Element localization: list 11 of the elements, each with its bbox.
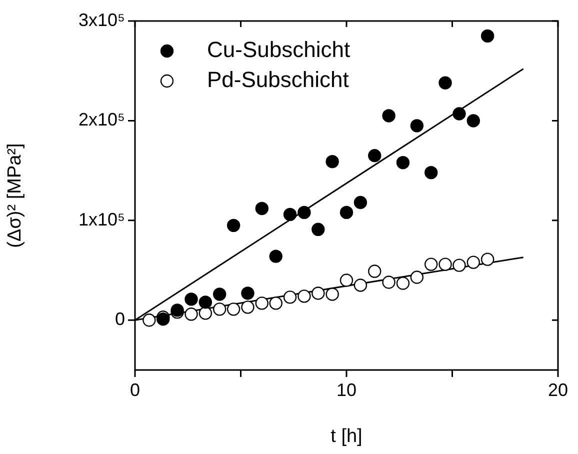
legend-label: Cu-Subschicht [207,37,350,62]
x-tick-label: 20 [548,380,568,400]
y-axis-title: (Δσ)² [MPa²] [4,143,26,248]
y-tick-label: 2x10⁵ [78,110,125,130]
x-tick-label: 0 [130,380,140,400]
y-tick-label: 0 [114,309,125,330]
y-tick-label: 3x10⁵ [78,10,125,30]
x-axis-title: t [h] [330,426,362,447]
y-tick-label: 1x10⁵ [78,209,125,230]
legend-label: Pd-Subschicht [207,67,349,92]
x-tick-label: 10 [336,380,357,400]
